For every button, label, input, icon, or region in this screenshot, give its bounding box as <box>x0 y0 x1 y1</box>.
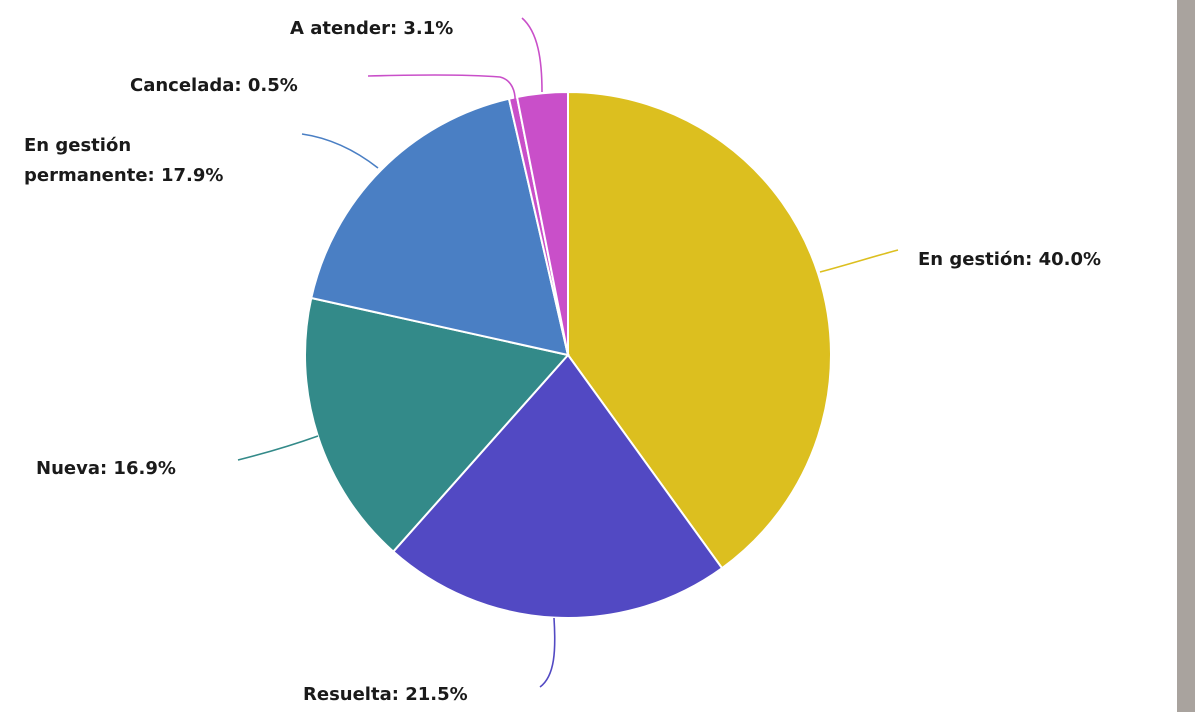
leader-line-nueva <box>237 435 319 461</box>
slice-label-cancelada: Cancelada: 0.5% <box>130 75 298 96</box>
pie-slice-en-gestion <box>567 90 832 570</box>
leader-line-a-atender <box>521 17 543 93</box>
slice-label-resuelta: Resuelta: 21.5% <box>303 684 468 705</box>
slice-label-en-gestion: En gestión: 40.0% <box>918 249 1101 270</box>
vertical-scrollbar[interactable] <box>1177 0 1195 712</box>
slice-label-en-gestion-permanente-line2: permanente: 17.9% <box>24 165 223 186</box>
pie-slice-resuelta <box>391 353 724 619</box>
slice-label-nueva: Nueva: 16.9% <box>36 458 176 479</box>
pie-slice-en-gestion-permanente <box>310 97 570 357</box>
slice-label-en-gestion-permanente-line1: En gestión <box>24 135 131 156</box>
leader-line-cancelada <box>367 74 516 105</box>
slice-label-a-atender: A atender: 3.1% <box>290 18 453 39</box>
leader-lines-layer <box>237 17 899 688</box>
leader-line-resuelta <box>539 617 556 688</box>
pie-slice-a-atender <box>515 90 569 356</box>
slices-layer <box>304 90 832 619</box>
leader-line-en-gestion <box>819 249 899 273</box>
leader-line-en-gestion-permanente <box>301 133 379 169</box>
